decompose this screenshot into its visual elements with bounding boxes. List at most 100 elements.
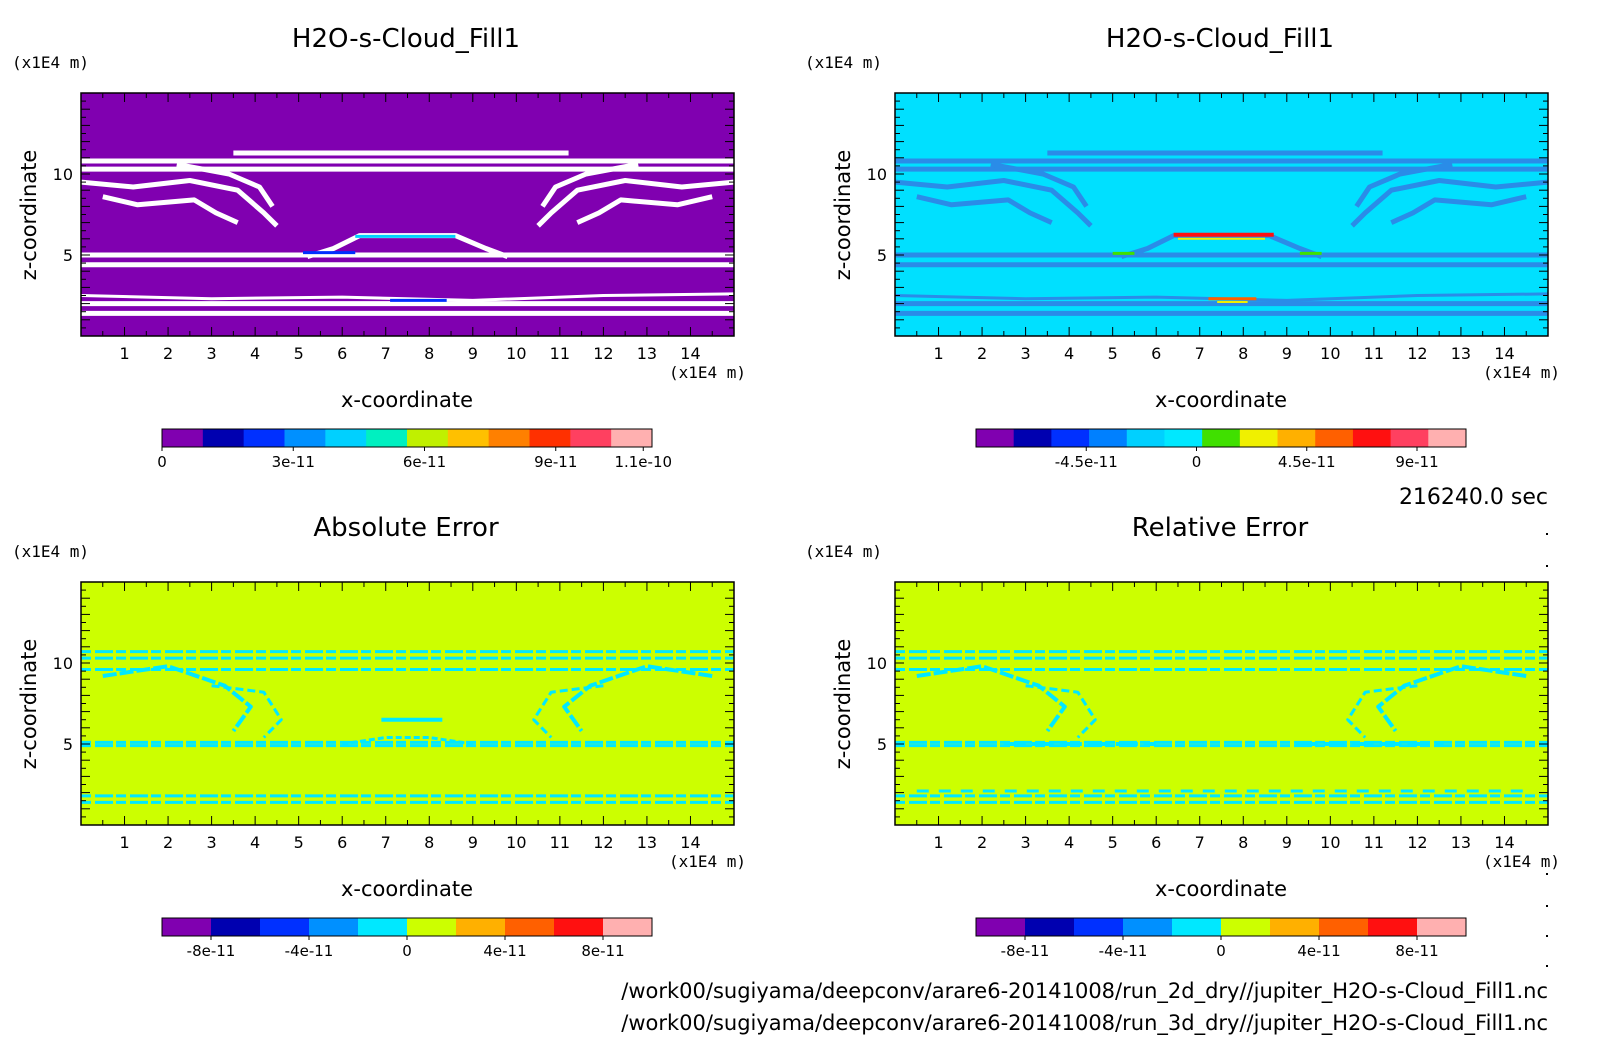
x-tick-label: 10 — [506, 833, 526, 852]
y-tick-label: 10 — [867, 654, 887, 673]
colorbar-swatch — [447, 429, 490, 447]
colorbar-swatch — [325, 429, 367, 447]
contour-field — [81, 150, 734, 316]
colorbar-tick-label: 6e-11 — [403, 453, 446, 471]
y-axis-label: z-coordinate — [831, 639, 855, 770]
y-unit-label: (x1E4 m) — [12, 542, 89, 561]
x-tick-label: 10 — [1320, 833, 1340, 852]
contour-curve — [536, 178, 734, 228]
x-axis-label: x-coordinate — [341, 877, 473, 901]
x-tick-label: 5 — [1108, 833, 1118, 852]
colorbar-tick-label: 8e-11 — [581, 942, 624, 960]
x-tick-label: 8 — [1238, 344, 1248, 363]
x-tick-label: 3 — [207, 344, 217, 363]
colorbar-swatch — [243, 429, 285, 447]
colorbar-swatch — [260, 918, 310, 936]
x-axis-label: x-coordinate — [341, 388, 473, 412]
margin-dots — [1546, 533, 1548, 967]
colorbar-swatch — [976, 429, 1015, 447]
colorbar-tick-label: -8e-11 — [187, 942, 236, 960]
x-unit-label: (x1E4 m) — [669, 363, 746, 382]
panel-title: Absolute Error — [313, 513, 499, 543]
x-tick-label: 14 — [680, 833, 700, 852]
x-tick-label: 7 — [381, 833, 391, 852]
x-tick-label: 3 — [207, 833, 217, 852]
colorbar-swatch — [1277, 429, 1316, 447]
x-tick-label: 10 — [506, 344, 526, 363]
x-tick-label: 2 — [977, 344, 987, 363]
y-tick-label: 10 — [53, 165, 73, 184]
contour-curve — [81, 292, 734, 302]
colorbar-swatch — [366, 429, 408, 447]
colorbar-swatch — [1013, 429, 1052, 447]
colorbar-swatch — [1319, 918, 1369, 936]
x-tick-label: 14 — [680, 344, 700, 363]
plot-background — [895, 582, 1548, 825]
colorbar-tick-label: -4e-11 — [1099, 942, 1148, 960]
colorbar-swatch — [603, 918, 653, 936]
x-axis-label: x-coordinate — [1155, 877, 1287, 901]
x-tick-label: 14 — [1494, 344, 1514, 363]
colorbar-swatch — [976, 918, 1026, 936]
contour-field — [895, 150, 1548, 316]
colorbar-swatch — [162, 429, 204, 447]
x-tick-label: 8 — [1238, 833, 1248, 852]
colorbar-frame — [975, 428, 1467, 448]
x-axis-label: x-coordinate — [1155, 388, 1287, 412]
file-path-3d: /work00/sugiyama/deepconv/arare6-2014100… — [621, 1011, 1548, 1036]
error-curve — [916, 664, 1067, 733]
y-unit-label: (x1E4 m) — [805, 53, 882, 72]
colorbar-swatch — [1172, 918, 1222, 936]
y-tick-label: 10 — [867, 165, 887, 184]
y-tick-label: 5 — [63, 735, 73, 754]
x-tick-label: 11 — [550, 833, 570, 852]
colorbar-tick-label: 0 — [1216, 942, 1226, 960]
x-tick-label: 1 — [933, 833, 943, 852]
colorbar-swatch — [202, 429, 245, 447]
colorbar-swatch — [529, 429, 571, 447]
colorbar-tick-label: 9e-11 — [1395, 453, 1438, 471]
colorbar-tick-label: 4.5e-11 — [1278, 453, 1336, 471]
contour-curve — [1390, 194, 1527, 225]
colorbar-swatch — [1270, 918, 1320, 936]
contour-curve — [895, 178, 1093, 228]
x-tick-label: 1 — [119, 344, 129, 363]
contour-field — [81, 650, 734, 804]
colorbar-swatch — [1417, 918, 1467, 936]
x-tick-label: 6 — [1151, 344, 1161, 363]
colorbar-swatch — [284, 429, 326, 447]
panel-title: Relative Error — [1132, 513, 1309, 543]
colorbar-tick-label: 3e-11 — [272, 453, 315, 471]
colorbar-tick-label: 0 — [157, 453, 167, 471]
y-tick-label: 5 — [63, 246, 73, 265]
y-tick-label: 5 — [877, 735, 887, 754]
x-tick-label: 8 — [424, 344, 434, 363]
contour-curve — [576, 194, 713, 225]
x-unit-label: (x1E4 m) — [1483, 852, 1560, 871]
y-tick-label: 10 — [53, 654, 73, 673]
colorbar-swatch — [407, 918, 457, 936]
colorbar-swatch — [570, 429, 612, 447]
contour-curve — [916, 194, 1053, 225]
contour-curve — [990, 161, 1089, 208]
colorbar-swatch — [407, 429, 449, 447]
x-tick-label: 9 — [1282, 344, 1292, 363]
colorbar-swatch — [1126, 429, 1165, 447]
error-curve — [562, 664, 713, 733]
colorbar-swatch — [358, 918, 408, 936]
x-tick-label: 11 — [1364, 344, 1384, 363]
x-tick-label: 4 — [250, 833, 260, 852]
x-tick-label: 5 — [294, 833, 304, 852]
x-tick-label: 10 — [1320, 344, 1340, 363]
x-tick-label: 2 — [977, 833, 987, 852]
colorbar-swatch — [1390, 429, 1429, 447]
x-tick-label: 12 — [1407, 833, 1427, 852]
y-tick-label: 5 — [877, 246, 887, 265]
error-curve — [1346, 684, 1418, 739]
y-axis-label: z-coordinate — [17, 150, 41, 281]
panel-top-right: H2O-s-Cloud_Fill1 (x1E4 m) z-coordinate … — [805, 24, 1560, 471]
x-tick-label: 8 — [424, 833, 434, 852]
x-tick-label: 6 — [337, 833, 347, 852]
